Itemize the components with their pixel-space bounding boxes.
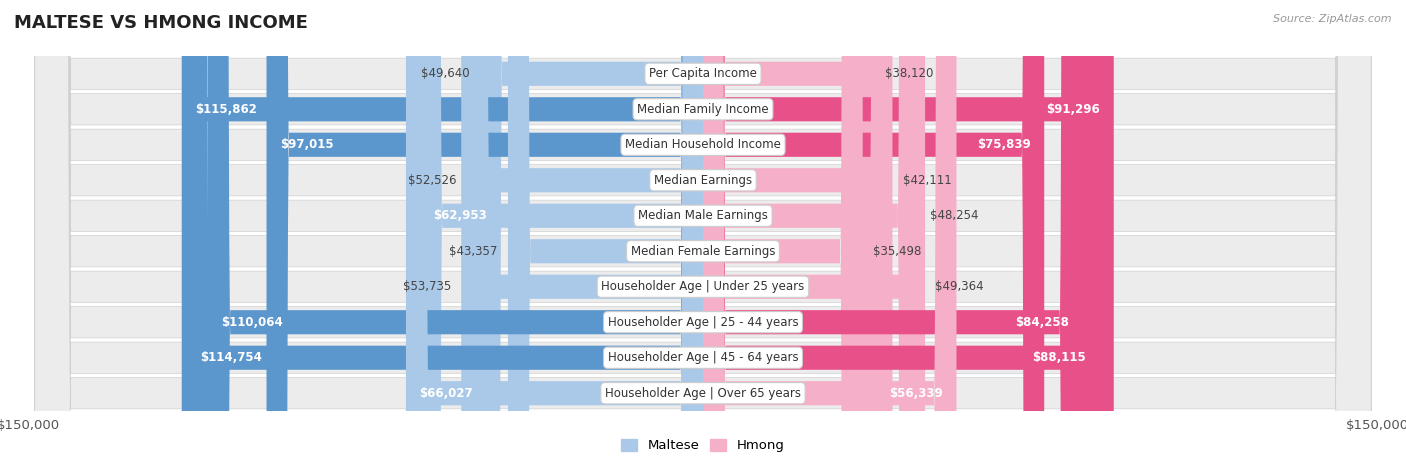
FancyBboxPatch shape bbox=[208, 0, 703, 467]
Text: Householder Age | 45 - 64 years: Householder Age | 45 - 64 years bbox=[607, 351, 799, 364]
Text: $75,839: $75,839 bbox=[977, 138, 1031, 151]
FancyBboxPatch shape bbox=[703, 0, 1045, 467]
Text: Median Family Income: Median Family Income bbox=[637, 103, 769, 116]
FancyBboxPatch shape bbox=[35, 0, 1371, 467]
FancyBboxPatch shape bbox=[461, 0, 703, 467]
FancyBboxPatch shape bbox=[420, 0, 703, 467]
FancyBboxPatch shape bbox=[703, 0, 893, 467]
FancyBboxPatch shape bbox=[267, 0, 703, 467]
Text: $110,064: $110,064 bbox=[221, 316, 283, 329]
FancyBboxPatch shape bbox=[703, 0, 956, 467]
FancyBboxPatch shape bbox=[35, 0, 1371, 467]
Text: $88,115: $88,115 bbox=[1032, 351, 1085, 364]
FancyBboxPatch shape bbox=[35, 0, 1371, 467]
Text: Householder Age | Under 25 years: Householder Age | Under 25 years bbox=[602, 280, 804, 293]
Text: $49,640: $49,640 bbox=[420, 67, 470, 80]
Text: $97,015: $97,015 bbox=[280, 138, 333, 151]
Text: Median Female Earnings: Median Female Earnings bbox=[631, 245, 775, 258]
FancyBboxPatch shape bbox=[35, 0, 1371, 467]
Text: $114,754: $114,754 bbox=[200, 351, 262, 364]
Text: $84,258: $84,258 bbox=[1015, 316, 1069, 329]
FancyBboxPatch shape bbox=[703, 0, 1114, 467]
Text: $62,953: $62,953 bbox=[433, 209, 486, 222]
Text: $42,111: $42,111 bbox=[903, 174, 952, 187]
FancyBboxPatch shape bbox=[181, 0, 703, 467]
FancyBboxPatch shape bbox=[703, 0, 1083, 467]
Legend: Maltese, Hmong: Maltese, Hmong bbox=[616, 434, 790, 458]
Text: $53,735: $53,735 bbox=[404, 280, 451, 293]
Text: $48,254: $48,254 bbox=[931, 209, 979, 222]
Text: $56,339: $56,339 bbox=[889, 387, 943, 400]
Text: Median Earnings: Median Earnings bbox=[654, 174, 752, 187]
Text: MALTESE VS HMONG INCOME: MALTESE VS HMONG INCOME bbox=[14, 14, 308, 32]
Text: Median Household Income: Median Household Income bbox=[626, 138, 780, 151]
Text: Householder Age | 25 - 44 years: Householder Age | 25 - 44 years bbox=[607, 316, 799, 329]
FancyBboxPatch shape bbox=[187, 0, 703, 467]
Text: $43,357: $43,357 bbox=[450, 245, 498, 258]
FancyBboxPatch shape bbox=[406, 0, 703, 467]
FancyBboxPatch shape bbox=[703, 0, 1099, 467]
FancyBboxPatch shape bbox=[703, 0, 920, 467]
Text: $35,498: $35,498 bbox=[873, 245, 921, 258]
FancyBboxPatch shape bbox=[35, 0, 1371, 467]
Text: Per Capita Income: Per Capita Income bbox=[650, 67, 756, 80]
Text: $38,120: $38,120 bbox=[884, 67, 934, 80]
Text: $49,364: $49,364 bbox=[935, 280, 984, 293]
FancyBboxPatch shape bbox=[703, 0, 925, 467]
FancyBboxPatch shape bbox=[35, 0, 1371, 467]
FancyBboxPatch shape bbox=[703, 0, 875, 467]
FancyBboxPatch shape bbox=[479, 0, 703, 467]
Text: Median Male Earnings: Median Male Earnings bbox=[638, 209, 768, 222]
FancyBboxPatch shape bbox=[35, 0, 1371, 467]
FancyBboxPatch shape bbox=[467, 0, 703, 467]
FancyBboxPatch shape bbox=[703, 0, 863, 467]
FancyBboxPatch shape bbox=[508, 0, 703, 467]
Text: $91,296: $91,296 bbox=[1046, 103, 1101, 116]
FancyBboxPatch shape bbox=[35, 0, 1371, 467]
FancyBboxPatch shape bbox=[35, 0, 1371, 467]
Text: Source: ZipAtlas.com: Source: ZipAtlas.com bbox=[1274, 14, 1392, 24]
Text: $115,862: $115,862 bbox=[195, 103, 257, 116]
Text: Householder Age | Over 65 years: Householder Age | Over 65 years bbox=[605, 387, 801, 400]
FancyBboxPatch shape bbox=[35, 0, 1371, 467]
Text: $52,526: $52,526 bbox=[408, 174, 457, 187]
Text: $66,027: $66,027 bbox=[419, 387, 472, 400]
